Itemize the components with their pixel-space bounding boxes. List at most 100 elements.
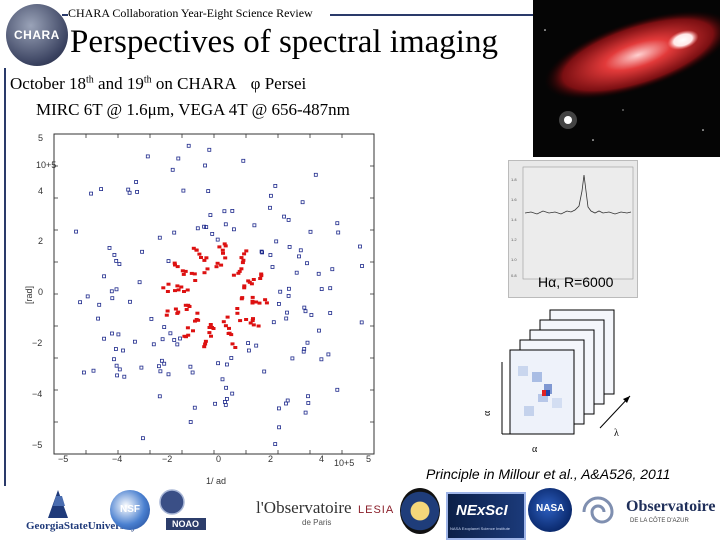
mirc-uv-point	[85, 294, 90, 299]
mirc-uv-point	[204, 225, 209, 229]
mirc-uv-point	[309, 313, 314, 317]
mirc-uv-point	[285, 310, 289, 315]
vega-uv-point	[193, 279, 198, 282]
y-tick-label: 4	[38, 186, 43, 196]
vega-uv-point	[214, 265, 219, 269]
nsf-logo-text: NSF	[120, 504, 140, 515]
mirc-uv-point	[89, 191, 93, 196]
logo-bar: GeorgiaStateUniversity NSF NOAO l'Observ…	[0, 486, 720, 540]
mirc-uv-point	[305, 340, 310, 345]
vega-uv-point	[239, 297, 244, 301]
vega-uv-point	[184, 335, 188, 339]
lambda-axis-line	[599, 395, 631, 429]
mirc-uv-point	[156, 364, 161, 369]
uv-axis-ticks	[53, 133, 375, 455]
mirc-uv-point	[254, 343, 259, 348]
mirc-uv-point	[107, 246, 112, 250]
oca-logo-sub: DE LA CÔTE D'AZUR	[630, 518, 689, 524]
oca-logo-text: Observatoire	[626, 498, 716, 515]
vega-uv-point	[264, 301, 269, 305]
vega-uv-point	[223, 324, 228, 328]
mirc-uv-point	[273, 442, 278, 447]
mirc-uv-point	[117, 262, 122, 267]
mirc-uv-point	[157, 394, 162, 399]
mirc-uv-point	[246, 348, 251, 353]
mirc-uv-point	[336, 230, 341, 235]
vega-uv-point	[161, 286, 166, 290]
mirc-uv-point	[270, 265, 275, 269]
mirc-uv-point	[175, 342, 180, 347]
mirc-uv-point	[166, 372, 171, 377]
spectrum-y-tick: 1.6	[511, 197, 517, 202]
cube-axis-x-label: α	[532, 444, 538, 455]
mirc-uv-point	[276, 406, 281, 411]
mirc-uv-point	[99, 187, 103, 191]
vega-uv-point	[259, 272, 264, 276]
mirc-uv-point	[158, 369, 163, 374]
x-tick-label: 2	[268, 454, 273, 464]
mirc-uv-point	[172, 230, 177, 235]
mirc-uv-point	[335, 221, 340, 226]
mirc-uv-point	[162, 361, 167, 366]
mirc-uv-point	[208, 213, 213, 217]
mirc-uv-point	[137, 280, 142, 285]
mirc-uv-point	[306, 394, 310, 399]
mirc-uv-point	[303, 410, 308, 415]
vega-uv-point	[259, 274, 264, 278]
vega-uv-point	[225, 315, 230, 319]
x-tick-label: −5	[58, 454, 68, 464]
vega-uv-point	[166, 282, 171, 286]
vega-uv-point	[185, 288, 190, 292]
mirc-uv-point	[335, 387, 340, 392]
vega-uv-point	[180, 269, 185, 273]
mirc-uv-point	[135, 190, 139, 194]
vega-uv-point	[235, 311, 240, 315]
mirc-uv-point	[298, 248, 303, 253]
mirc-uv-point	[317, 328, 321, 333]
mirc-uv-point	[290, 356, 295, 361]
header-frame-top	[62, 14, 68, 16]
vega-uv-point	[238, 319, 243, 323]
mirc-uv-point	[246, 341, 251, 346]
vega-uv-point	[251, 278, 256, 281]
mirc-uv-point	[195, 226, 200, 231]
lesia-logo: LESIA	[356, 502, 400, 522]
spectrum-y-tick: 1.0	[511, 257, 517, 262]
mirc-uv-point	[166, 259, 171, 264]
mirc-uv-point	[145, 154, 150, 159]
mirc-uv-point	[160, 337, 165, 342]
mirc-uv-point	[192, 405, 197, 410]
vega-uv-point	[250, 301, 255, 305]
vega-uv-point	[186, 303, 191, 307]
vega-uv-point	[173, 263, 177, 267]
mirc-uv-point	[222, 209, 227, 214]
vega-uv-point	[192, 272, 197, 276]
vega-uv-point	[175, 265, 180, 269]
mirc-uv-point	[313, 172, 318, 177]
mirc-uv-point	[215, 237, 220, 242]
mirc-uv-point	[326, 352, 331, 357]
observatoire-paris-sub: de Paris	[302, 518, 332, 527]
x-tick-label: −2	[162, 454, 172, 464]
mirc-uv-point	[114, 287, 119, 292]
header-frame-left	[4, 68, 6, 538]
mirc-uv-point	[149, 316, 154, 321]
mirc-uv-point	[203, 163, 208, 168]
mirc-uv-point	[127, 190, 132, 195]
mirc-uv-point	[172, 338, 177, 342]
vega-uv-point	[221, 320, 226, 324]
vega-uv-point	[184, 308, 189, 311]
mirc-uv-point	[300, 200, 305, 205]
observatoire-paris-logo: l'Observatoire de Paris	[256, 492, 352, 536]
vega-uv-point	[189, 271, 194, 275]
vega-uv-point	[242, 252, 247, 256]
vega-uv-point	[250, 295, 255, 299]
mirc-uv-point	[268, 193, 273, 198]
mirc-uv-point	[121, 348, 125, 353]
chara-logo-text: CHARA	[14, 28, 60, 42]
vega-uv-point	[165, 309, 170, 313]
lesia-logo-text: LESIA	[358, 504, 395, 516]
gsu-logo: GeorgiaStateUniversity	[10, 486, 137, 538]
mirc-uv-point	[110, 296, 115, 301]
uv-plot-frame	[53, 133, 375, 455]
